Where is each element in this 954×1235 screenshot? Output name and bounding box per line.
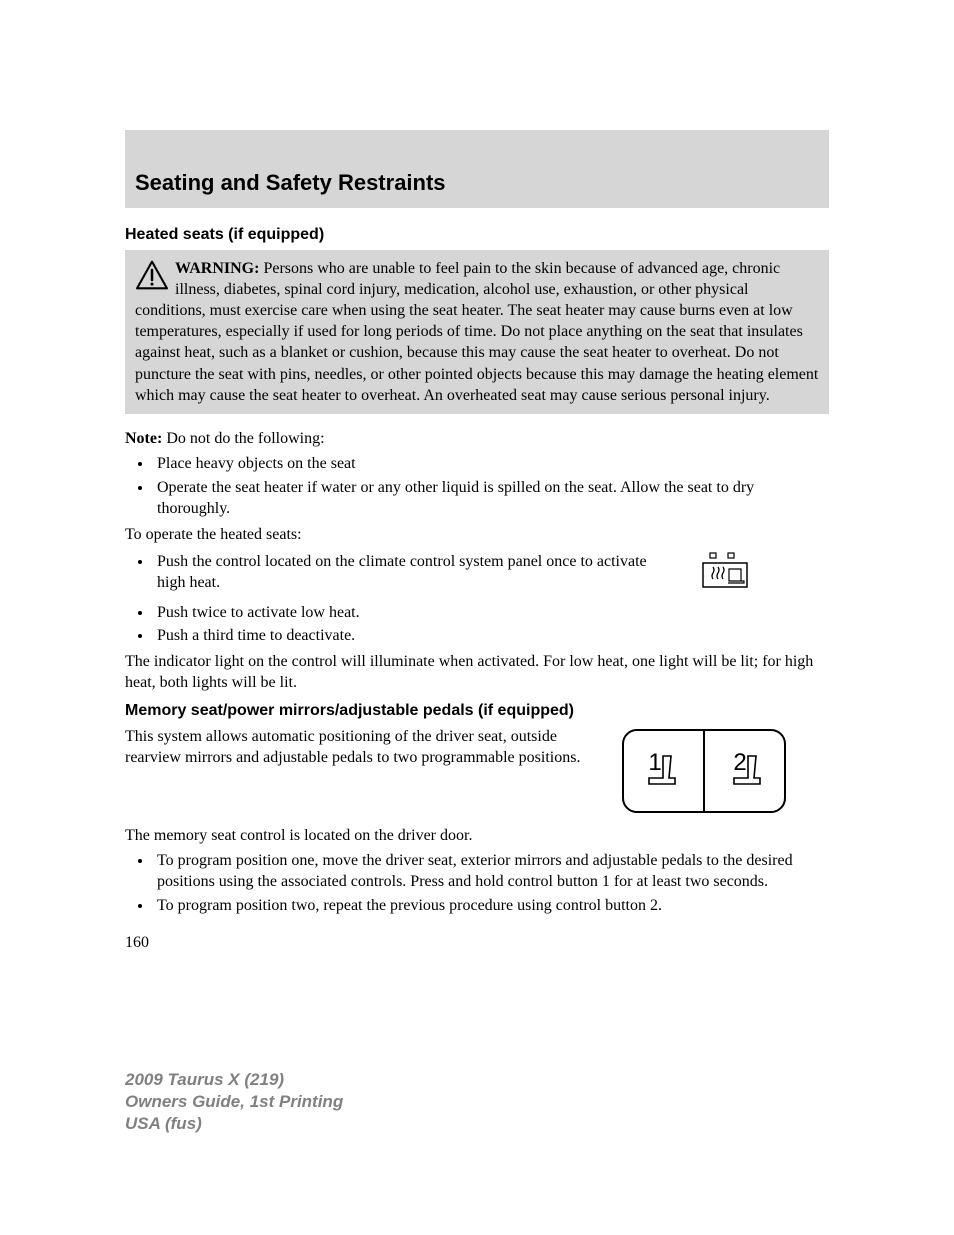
note-text: Do not do the following: xyxy=(162,430,324,447)
memory-seat-control-icon: 1 2 xyxy=(619,726,789,816)
heated-seats-heading: Heated seats (if equipped) xyxy=(125,226,829,244)
memory-heading: Memory seat/power mirrors/adjustable ped… xyxy=(125,702,829,720)
list-item: To program position two, repeat the prev… xyxy=(153,895,829,916)
section-title: Seating and Safety Restraints xyxy=(135,170,819,196)
footer-line-3: USA (fus) xyxy=(125,1113,343,1135)
note-label: Note: xyxy=(125,430,162,447)
list-item: Push a third time to deactivate. xyxy=(153,625,829,646)
operate-row: Push the control located on the climate … xyxy=(125,549,829,598)
list-item: Push twice to activate low heat. xyxy=(153,602,829,623)
indicator-text: The indicator light on the control will … xyxy=(125,651,829,694)
warning-text: Persons who are unable to feel pain to t… xyxy=(135,260,818,404)
memory-intro: This system allows automatic positioning… xyxy=(125,726,589,769)
operate-intro: To operate the heated seats: xyxy=(125,524,829,545)
warning-triangle-icon xyxy=(135,260,169,290)
list-item: Push the control located on the climate … xyxy=(153,551,671,594)
heated-seat-button-icon xyxy=(701,551,749,591)
memory-program-list: To program position one, move the driver… xyxy=(125,850,829,916)
list-item: Operate the seat heater if water or any … xyxy=(153,477,829,520)
memory-location: The memory seat control is located on th… xyxy=(125,825,829,846)
footer-line-2: Owners Guide, 1st Printing xyxy=(125,1091,343,1113)
memory-button-2-label: 2 xyxy=(733,749,746,776)
memory-button-1-label: 1 xyxy=(648,749,661,776)
list-item: Place heavy objects on the seat xyxy=(153,453,829,474)
warning-box: WARNING: Persons who are unable to feel … xyxy=(125,250,829,414)
operate-list-top: Push the control located on the climate … xyxy=(125,551,671,594)
page-number: 160 xyxy=(125,934,829,952)
warning-label: WARNING: xyxy=(175,260,259,277)
footer-code: (219) xyxy=(240,1070,284,1089)
page-content: Seating and Safety Restraints Heated sea… xyxy=(0,0,954,952)
list-item: To program position one, move the driver… xyxy=(153,850,829,893)
dont-list: Place heavy objects on the seat Operate … xyxy=(125,453,829,519)
section-header-band: Seating and Safety Restraints xyxy=(125,130,829,208)
footer-suffix: (fus) xyxy=(160,1114,202,1133)
footer-model: 2009 Taurus X xyxy=(125,1070,240,1089)
footer-block: 2009 Taurus X (219) Owners Guide, 1st Pr… xyxy=(125,1069,343,1135)
operate-list-rest: Push twice to activate low heat. Push a … xyxy=(125,602,829,647)
footer-line-1: 2009 Taurus X (219) xyxy=(125,1069,343,1091)
memory-row: This system allows automatic positioning… xyxy=(125,726,829,821)
note-line: Note: Do not do the following: xyxy=(125,428,829,449)
footer-region: USA xyxy=(125,1114,160,1133)
